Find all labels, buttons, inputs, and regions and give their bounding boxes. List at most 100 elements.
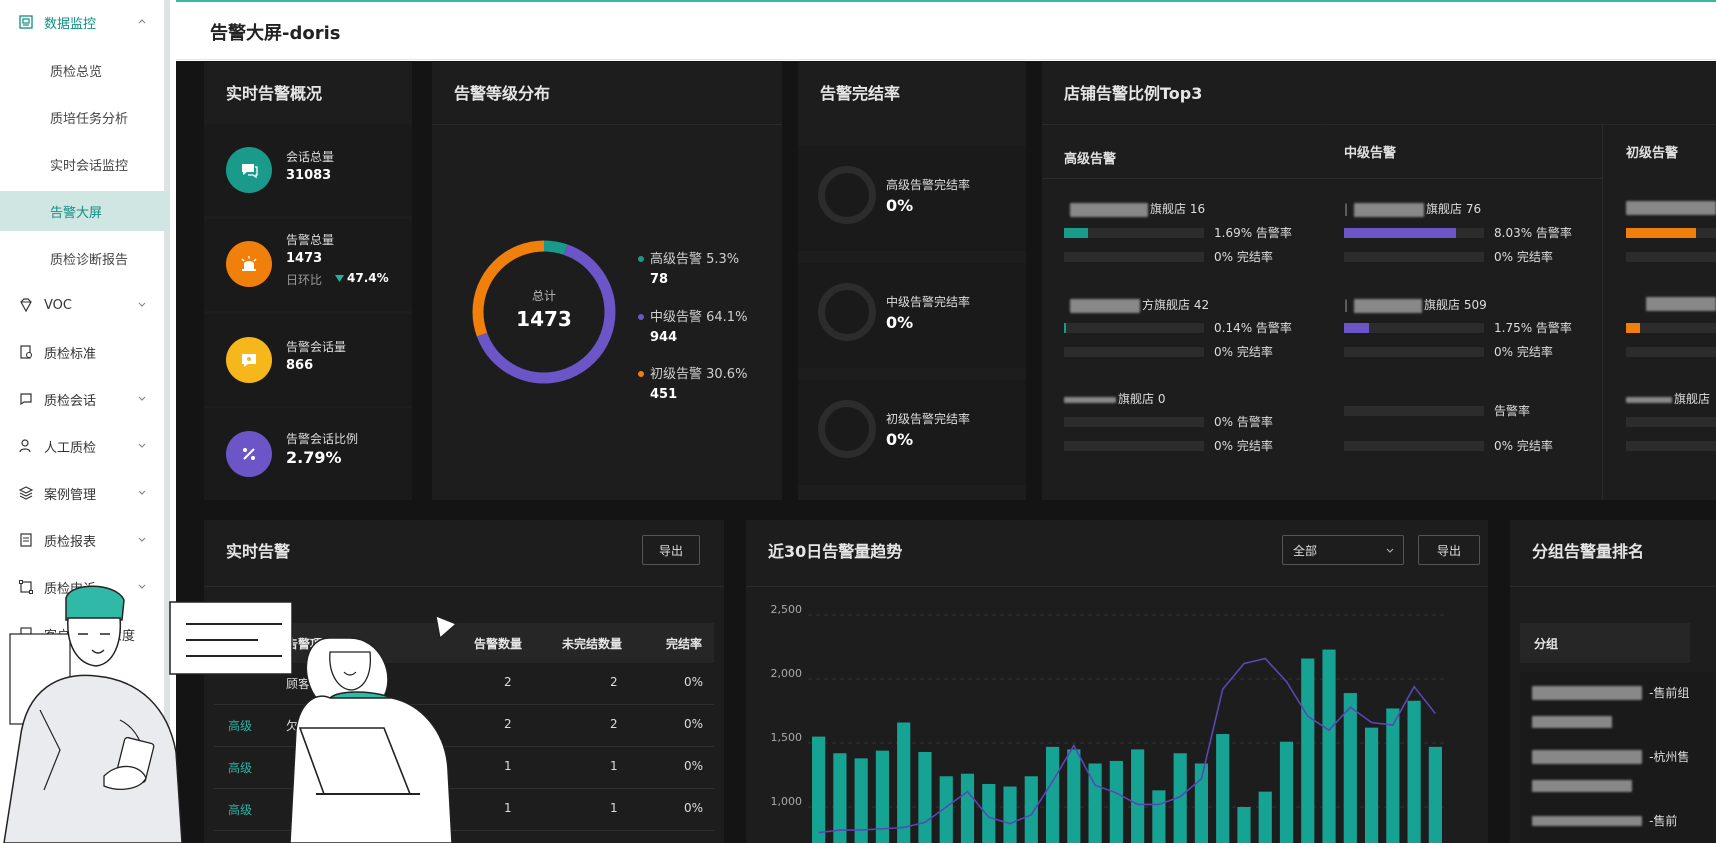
table-row[interactable]: 高级 1 1 0% [214, 747, 714, 789]
top-bar: 告警大屏-doris [176, 0, 1716, 60]
sidebar-section-label: 数据监控 [44, 16, 97, 32]
column-header-group[interactable]: 分组 [1534, 637, 1559, 651]
chevron-down-icon [138, 537, 146, 542]
completion-rate-bar [1626, 252, 1716, 262]
y-tick-label: 1,000 [770, 795, 803, 808]
sidebar-item-rating[interactable]: 客户评价满意度 [0, 614, 170, 654]
trend-title: 近30日告警量趋势 [768, 542, 903, 561]
trend-bar[interactable] [812, 736, 826, 843]
row-open: 1 [610, 801, 618, 815]
row-open: 2 [610, 717, 618, 731]
trend-bar[interactable] [960, 773, 975, 843]
sidebar-item-standard[interactable]: 质检标准 [0, 332, 170, 372]
column-header-item[interactable]: 告警项 [286, 637, 323, 651]
column-divider [1602, 124, 1603, 500]
sidebar-item-sessions[interactable]: 质检会话 [0, 379, 170, 419]
trend-bar[interactable] [1003, 786, 1017, 843]
completion-rate-text: 0% 完结率 [1214, 345, 1273, 359]
trend-bar[interactable] [1152, 790, 1166, 843]
trend-bar[interactable] [1131, 749, 1145, 843]
group-row[interactable]: -售前 [1532, 810, 1677, 829]
page-title: 告警大屏-doris [210, 23, 341, 44]
sidebar-sub-item-diagnosis-report[interactable]: 质检诊断报告 [0, 238, 170, 278]
completion-item-medium: 中级告警完结率 0% [798, 263, 1026, 368]
row-open: 2 [610, 675, 618, 689]
overview-title: 实时告警概况 [226, 84, 323, 103]
trend-bar[interactable] [1024, 776, 1038, 843]
top3-column-title-medium: 中级告警 [1344, 146, 1397, 161]
diamond-icon [18, 297, 34, 313]
sidebar-sub-item-overview[interactable]: 质检总览 [0, 50, 170, 90]
column-header-open[interactable]: 未完结数量 [562, 637, 623, 651]
table-row[interactable]: 高级 1 1 0% [214, 789, 714, 831]
trend-bar[interactable] [1343, 693, 1357, 843]
trend-bar[interactable] [1194, 763, 1209, 843]
top3-store-name: 旗舰店 0 [1064, 390, 1165, 407]
trend-bar[interactable] [1088, 763, 1102, 843]
y-tick-label: 1,500 [770, 731, 803, 744]
table-row[interactable]: 高级 欠缺 2 2 0% [214, 705, 714, 747]
completion-value: 0% [886, 313, 914, 332]
trend-bar[interactable] [1258, 791, 1272, 843]
sidebar-item-manual[interactable]: 人工质检 [0, 426, 170, 466]
group-row[interactable]: -售前组 [1532, 682, 1689, 730]
sidebar: 数据监控 质检总览 质培任务分析 实时会话监控 告警大屏 质检诊断报告 VOC … [0, 0, 170, 843]
completion-card: 告警完结率 高级告警完结率 0% 中级告警完结率 0% 初级告警完结率 0% [798, 62, 1026, 500]
sidebar-section-data-monitor[interactable]: 数据监控 [0, 2, 170, 42]
trend-bar[interactable] [1237, 807, 1251, 843]
user-check-icon [18, 438, 34, 454]
trend-bar[interactable] [1109, 760, 1123, 843]
top3-store-name: 方旗舰店 42 [1070, 296, 1209, 313]
donut-center-label: 总计 [531, 289, 556, 303]
realtime-export-button[interactable]: 导出 [642, 535, 700, 565]
trend-bar[interactable] [1428, 746, 1442, 843]
trend-bar[interactable] [1386, 708, 1400, 843]
completion-rate-bar [1064, 347, 1204, 357]
divider [746, 586, 1488, 587]
column-header-rate[interactable]: 完结率 [666, 637, 703, 651]
trend-bar[interactable] [1279, 741, 1294, 843]
group-row[interactable]: -杭州售 [1532, 746, 1689, 794]
table-row[interactable]: 高级 顾客 1 1 0% [214, 831, 714, 843]
blurred-bar [1532, 779, 1632, 792]
trend-bar[interactable] [897, 722, 911, 843]
chevron-down-icon [138, 584, 146, 589]
completion-item-high: 高级告警完结率 0% [798, 146, 1026, 251]
trend-bar[interactable] [833, 753, 847, 843]
sidebar-item-label: 案例管理 [44, 487, 97, 503]
sidebar-item-voc[interactable]: VOC [0, 285, 170, 325]
row-count: 2 [504, 717, 512, 731]
table-row[interactable]: 顾客 2 2 0% [214, 663, 714, 705]
sidebar-item-appeals[interactable]: 质检申诉 [0, 567, 170, 607]
realtime-alarm-card: 实时告警 导出 告警项 告警数量 未完结数量 完结率 顾客 2 2 0% 高级 … [204, 520, 724, 843]
trend-bar[interactable] [939, 776, 953, 843]
trend-bar[interactable] [1173, 753, 1187, 843]
row-count: 2 [504, 675, 512, 689]
sidebar-sub-item-session-monitor[interactable]: 实时会话监控 [0, 144, 170, 184]
alarm-rate-text: 1.69% 告警率 [1214, 226, 1292, 240]
trend-bar[interactable] [875, 750, 890, 843]
trend-bar[interactable] [1067, 749, 1081, 843]
legend-label-medium: 中级告警 64.1% [650, 310, 748, 325]
legend-value-medium: 944 [650, 330, 678, 345]
trend-bar[interactable] [1364, 727, 1379, 843]
trend-bar[interactable] [982, 783, 996, 843]
alarm-rate-text: 0% 告警率 [1214, 415, 1273, 429]
trend-filter-select[interactable]: 全部 [1282, 535, 1404, 565]
sidebar-item-cases[interactable]: 案例管理 [0, 473, 170, 513]
completion-rate-text: 0% 完结率 [1214, 439, 1273, 453]
trend-bar[interactable] [1045, 746, 1060, 843]
sidebar-item-reports[interactable]: 质检报表 [0, 520, 170, 560]
trend-bar[interactable] [918, 751, 932, 843]
alarm-rate-bar [1064, 417, 1204, 427]
trend-bar[interactable] [1301, 658, 1315, 843]
sidebar-sub-item-alarm-screen[interactable]: 告警大屏 [0, 191, 170, 231]
trend-bar[interactable] [1216, 734, 1230, 843]
trend-bar[interactable] [1407, 700, 1421, 843]
trend-bar[interactable] [854, 758, 868, 843]
alarm-rate-fill [1626, 323, 1640, 333]
column-header-count[interactable]: 告警数量 [474, 637, 523, 651]
sidebar-sub-item-task-analysis[interactable]: 质培任务分析 [0, 97, 170, 137]
trend-bar[interactable] [1322, 649, 1336, 843]
trend-export-button[interactable]: 导出 [1418, 535, 1480, 565]
